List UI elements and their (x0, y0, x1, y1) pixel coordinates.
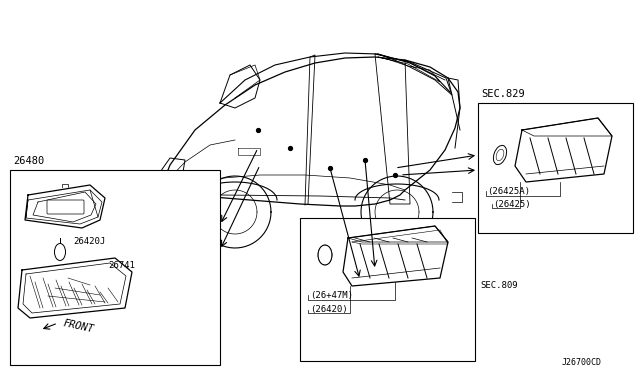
Text: SEC.809: SEC.809 (480, 281, 518, 290)
Text: (26+47M): (26+47M) (310, 291, 353, 300)
Bar (10, 170, 220, 365)
Ellipse shape (493, 145, 507, 165)
Ellipse shape (54, 244, 65, 260)
Ellipse shape (318, 245, 332, 265)
Text: FRONT: FRONT (62, 318, 95, 334)
Text: 26420J: 26420J (73, 237, 105, 246)
Ellipse shape (496, 149, 504, 161)
Text: 26480: 26480 (13, 156, 44, 166)
Text: 26741: 26741 (108, 261, 135, 270)
Text: (26425A): (26425A) (487, 187, 530, 196)
Text: SEC.829: SEC.829 (481, 89, 525, 99)
Bar (300, 218, 475, 361)
Text: (26420): (26420) (310, 305, 348, 314)
Bar (478, 103, 633, 233)
Text: (26425): (26425) (493, 200, 531, 209)
FancyBboxPatch shape (47, 200, 84, 214)
Text: J26700CD: J26700CD (562, 358, 602, 367)
